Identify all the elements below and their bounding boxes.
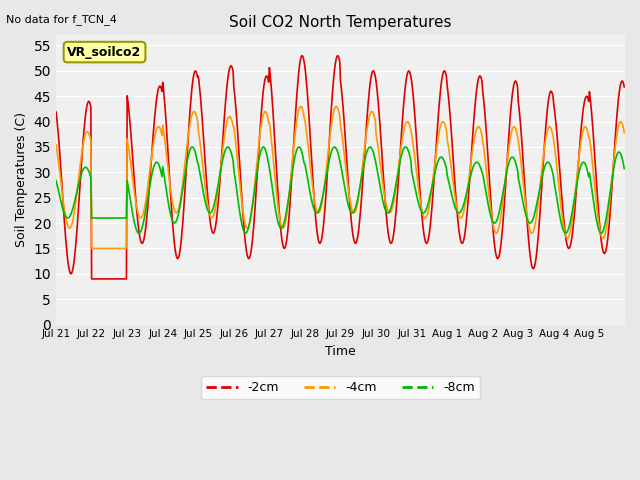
Title: Soil CO2 North Temperatures: Soil CO2 North Temperatures [229,15,452,30]
Legend: -2cm, -4cm, -8cm: -2cm, -4cm, -8cm [202,376,480,399]
Text: VR_soilco2: VR_soilco2 [67,46,141,59]
X-axis label: Time: Time [325,345,356,358]
Y-axis label: Soil Temperatures (C): Soil Temperatures (C) [15,112,28,248]
Text: No data for f_TCN_4: No data for f_TCN_4 [6,14,117,25]
